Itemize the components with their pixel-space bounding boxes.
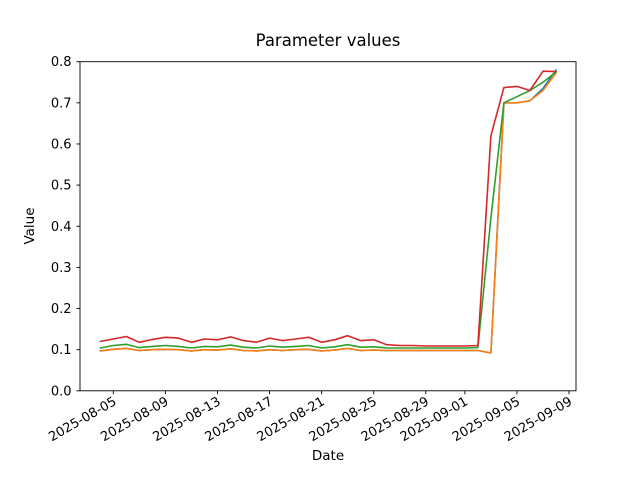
y-tick-label: 0.2 <box>51 302 72 317</box>
y-axis-label: Value <box>22 207 38 244</box>
y-tick-label: 0.7 <box>51 96 72 111</box>
x-axis-label: Date <box>312 448 344 464</box>
y-tick-label: 0.0 <box>51 384 72 399</box>
y-tick-label: 0.5 <box>51 179 72 194</box>
y-tick-label: 0.1 <box>51 343 72 358</box>
y-tick-label: 0.8 <box>51 55 72 70</box>
series-line-red <box>99 70 557 347</box>
y-tick-label: 0.4 <box>51 220 72 235</box>
series-line-green <box>99 71 557 349</box>
chart-title: Parameter values <box>256 31 401 50</box>
y-tick-label: 0.6 <box>51 137 72 152</box>
series-line-blue <box>99 69 557 354</box>
y-tick-label: 0.3 <box>51 261 72 276</box>
series-line-orange <box>99 72 557 354</box>
series-lines <box>99 69 557 354</box>
